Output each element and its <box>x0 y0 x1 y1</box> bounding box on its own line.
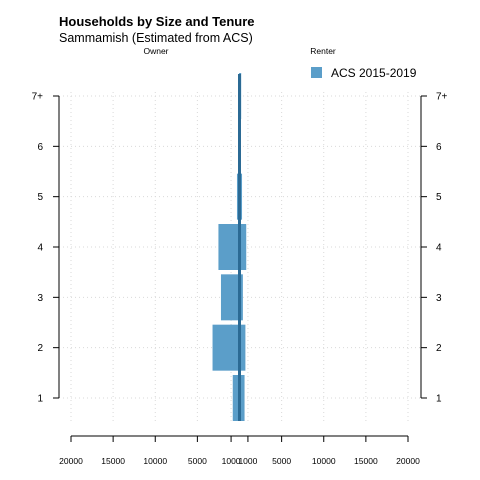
x-tick-label-2: 10000 <box>143 456 167 466</box>
owner-bar-2 <box>212 324 240 371</box>
owner-bar-3 <box>220 274 240 321</box>
right-y-tick-label-5: 5 <box>436 192 442 203</box>
renter-bar-1 <box>239 375 245 421</box>
left-y-tick-label-6: 6 <box>37 142 43 153</box>
left-y-tick-label-5: 5 <box>37 192 43 203</box>
x-tick-label-1: 15000 <box>101 456 125 466</box>
renter-bar-2 <box>239 324 246 371</box>
x-tick-label-0: 20000 <box>59 456 83 466</box>
x-tick-label-9: 20000 <box>396 456 420 466</box>
bars <box>212 73 247 421</box>
owner-bar-1 <box>232 375 240 421</box>
chart-title: Households by Size and Tenure <box>59 14 255 29</box>
x-tick-label-7: 10000 <box>312 456 336 466</box>
left-y-tick-label-1: 1 <box>37 394 43 405</box>
axes: 1 12 23 34 45 56 67+ 7+20000 15000 10000 5000 10001… <box>32 92 448 467</box>
left-y-tick-label-4: 4 <box>37 243 43 254</box>
owner-side-label: Owner <box>143 46 168 56</box>
center-divider <box>238 74 241 421</box>
legend-swatch <box>311 67 322 78</box>
right-y-tick-label-4: 4 <box>436 243 442 254</box>
owner-bar-4 <box>218 224 240 270</box>
renter-bar-3 <box>239 274 243 321</box>
right-y-tick-label-6: 6 <box>436 142 442 153</box>
right-y-tick-label-2: 2 <box>436 343 442 354</box>
x-tick-label-8: 15000 <box>354 456 378 466</box>
x-tick-label-3: 5000 <box>188 456 207 466</box>
left-y-tick-label-7+: 7+ <box>32 92 44 103</box>
right-y-tick-label-3: 3 <box>436 293 442 304</box>
x-tick-label-4: 1000 <box>222 456 241 466</box>
right-y-tick-label-7+: 7+ <box>436 92 448 103</box>
legend-label: ACS 2015-2019 <box>331 66 417 80</box>
x-tick-label-5: 1000 <box>238 456 257 466</box>
left-y-tick-label-2: 2 <box>37 343 43 354</box>
right-y-tick-label-1: 1 <box>436 394 442 405</box>
renter-side-label: Renter <box>310 46 336 56</box>
legend: ACS 2015-2019 <box>311 66 417 80</box>
x-tick-label-6: 5000 <box>272 456 291 466</box>
chart-subtitle: Sammamish (Estimated from ACS) <box>59 31 253 45</box>
left-y-tick-label-3: 3 <box>37 293 43 304</box>
center-line <box>238 74 241 421</box>
renter-bar-4 <box>239 224 247 270</box>
